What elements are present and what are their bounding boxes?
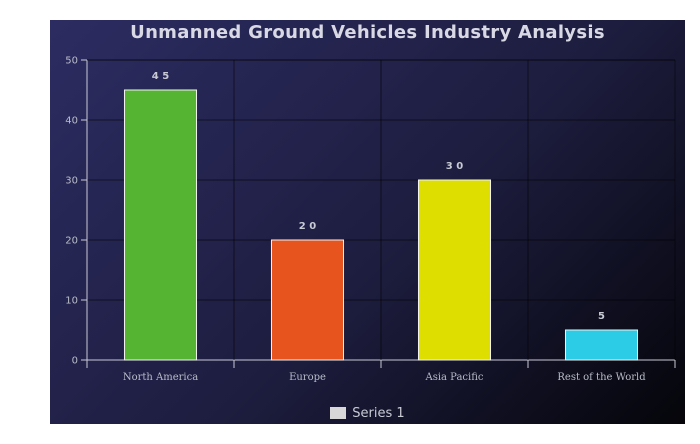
y-tick-label: 50 [65, 56, 78, 67]
chart-panel: Unmanned Ground Vehicles Industry Analys… [50, 20, 685, 424]
labels: 0 10 20 30 40 50 4 5 North America 2 0 Europe 3 0 A… [65, 56, 646, 384]
x-tick-label: North America [123, 372, 198, 383]
y-tick-label: 20 [65, 236, 78, 247]
x-tick-label: Europe [289, 372, 326, 383]
data-label: 2 0 [299, 221, 316, 232]
data-label: 4 5 [152, 71, 169, 82]
data-label: 3 0 [446, 161, 463, 172]
axes [81, 59, 676, 368]
x-tick-label: Rest of the World [557, 372, 646, 383]
legend[interactable]: Series 1 [50, 404, 685, 422]
bars [123, 89, 639, 361]
x-tick-label: Asia Pacific [424, 372, 483, 383]
y-tick-label: 0 [72, 356, 78, 367]
data-label: 5 [598, 311, 605, 322]
chart-title: Unmanned Ground Vehicles Industry Analys… [130, 22, 605, 43]
bar [417, 179, 492, 361]
bar-chart: 0 10 20 30 40 50 4 5 North America 2 0 Europe 3 0 A… [65, 56, 676, 384]
legend-label: Series 1 [352, 405, 405, 421]
bar [270, 239, 345, 361]
legend-swatch [330, 407, 347, 419]
bar [123, 89, 198, 361]
y-tick-label: 30 [65, 176, 78, 187]
bar [564, 329, 639, 361]
y-tick-label: 40 [65, 116, 78, 127]
y-tick-label: 10 [65, 296, 78, 307]
